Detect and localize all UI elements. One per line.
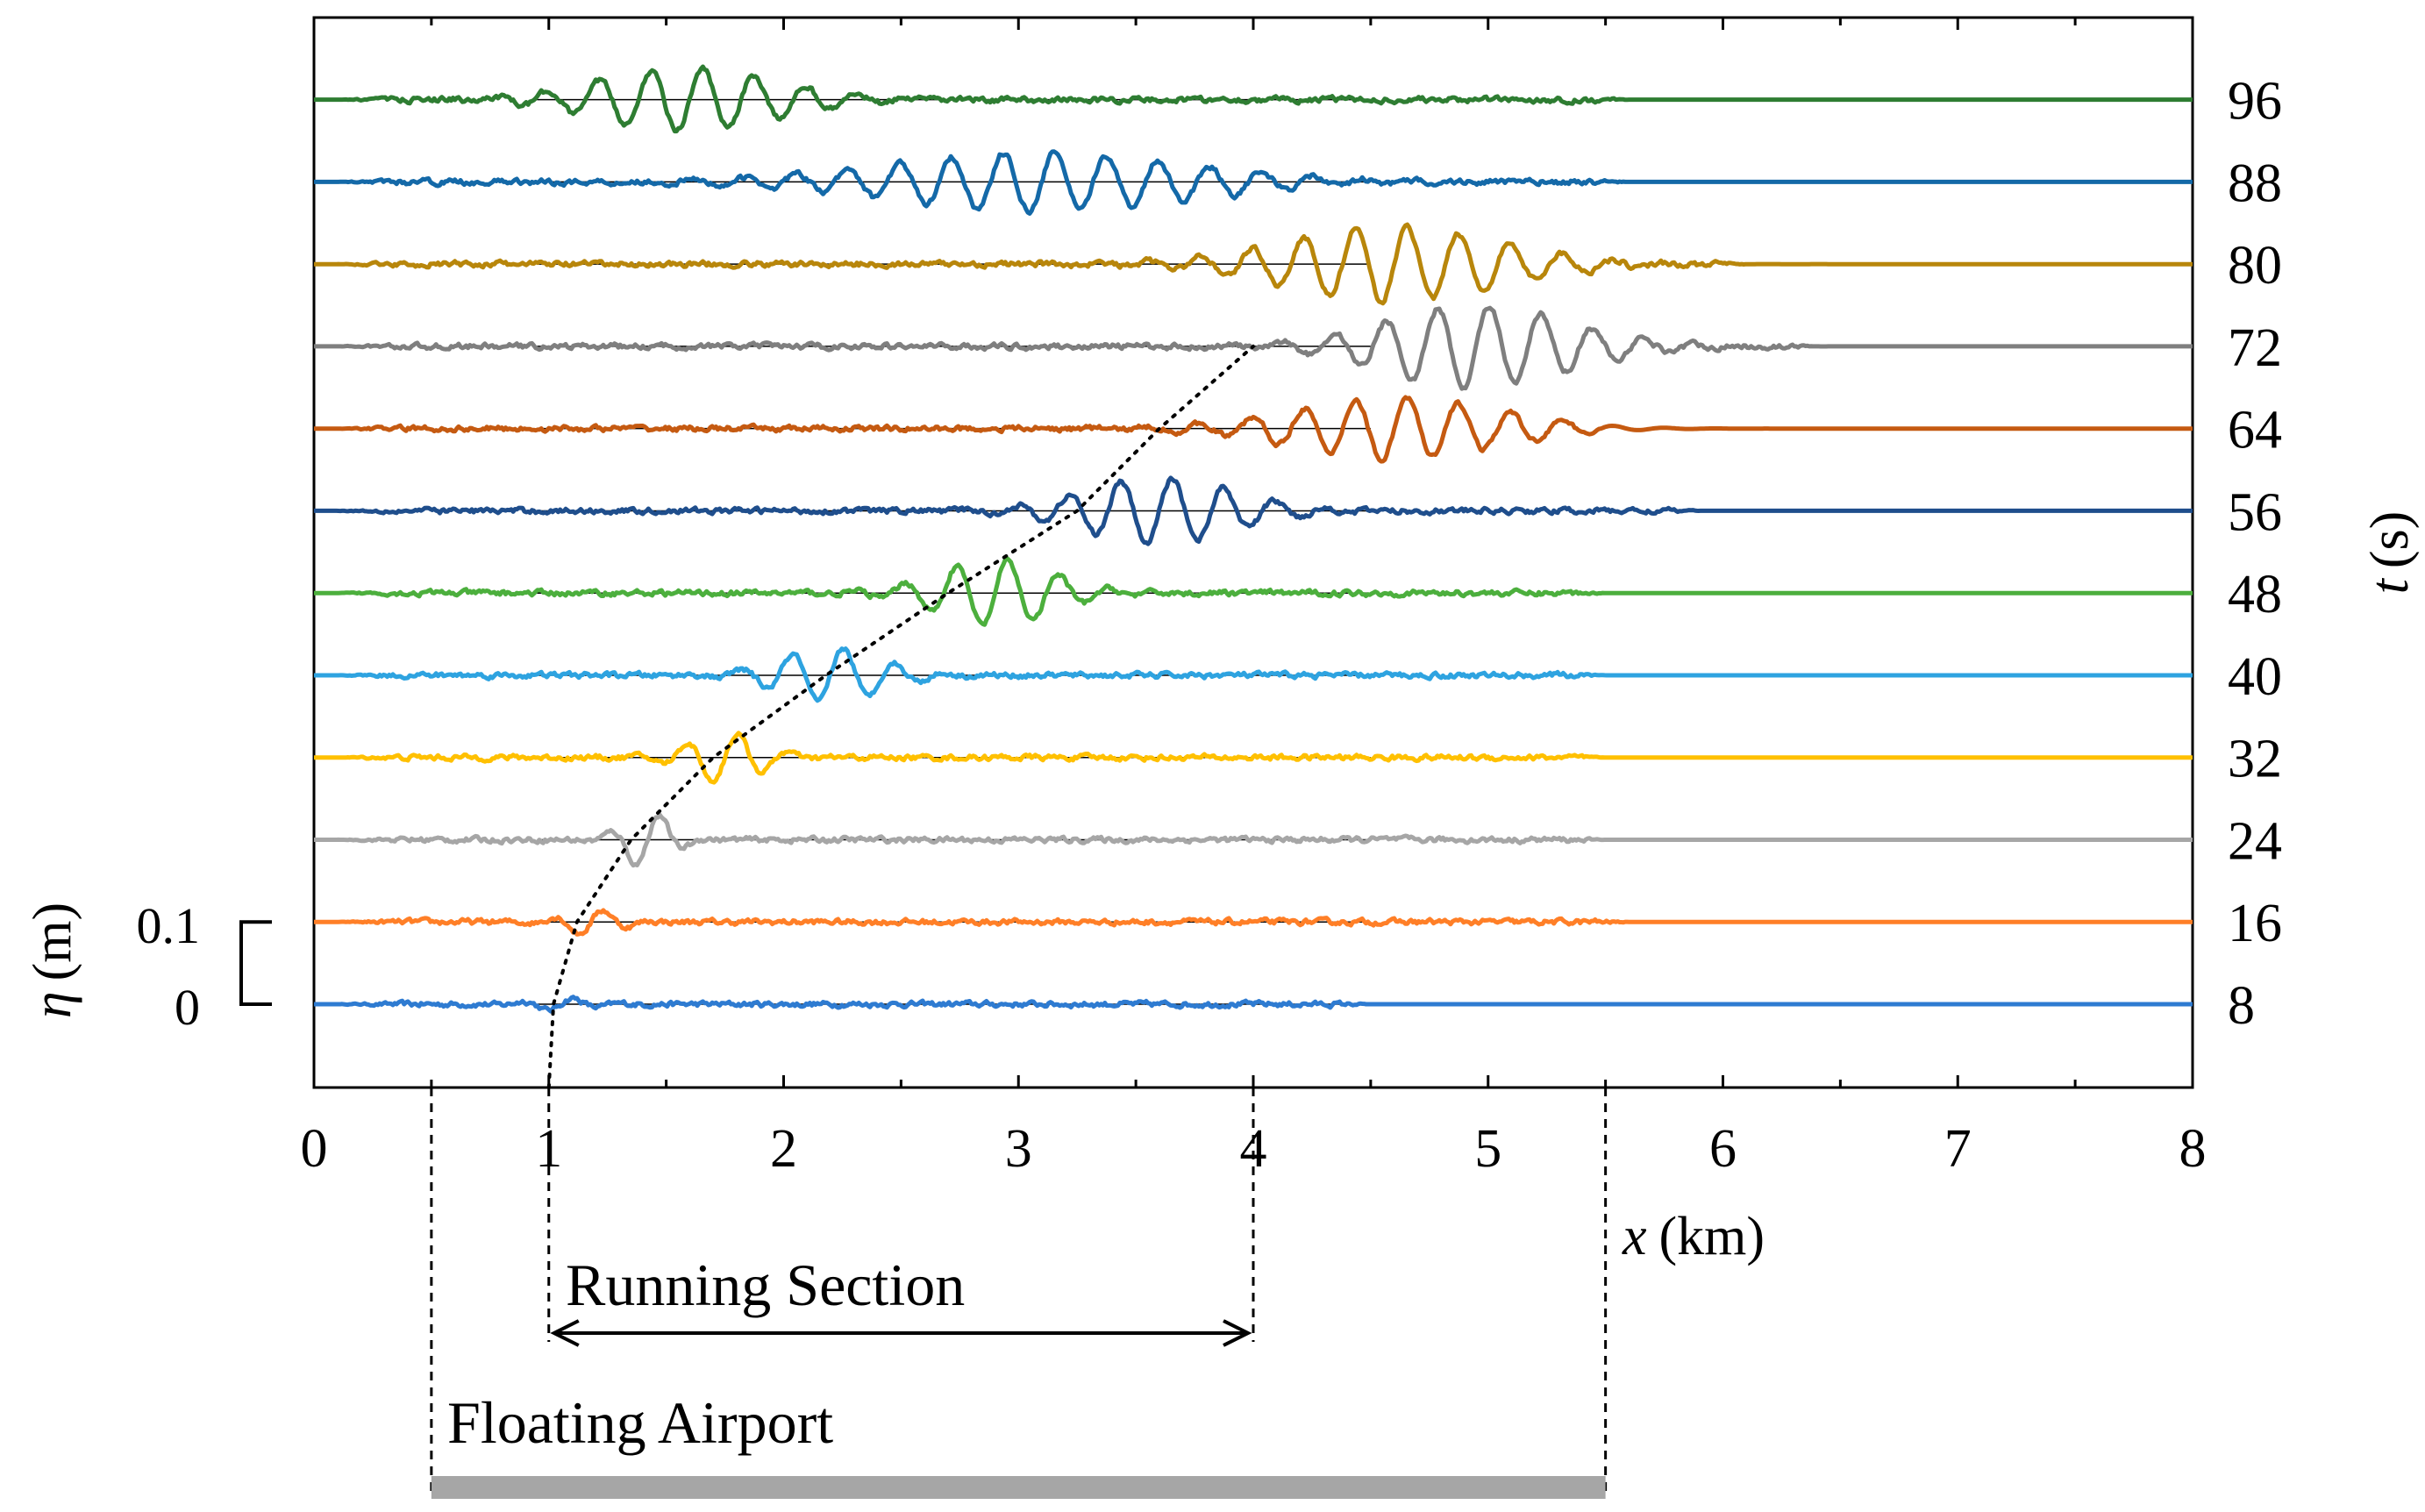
series-line-t88 [313, 149, 2193, 216]
scale-bar-low-label: 0 [175, 979, 200, 1036]
time-label-96: 96 [2228, 72, 2282, 132]
time-label-16: 16 [2228, 894, 2282, 953]
series-line-t24 [313, 812, 2193, 868]
series-line-t56 [313, 475, 2193, 546]
floating-airport-label: Floating Airport [447, 1389, 833, 1456]
series-line-t64 [313, 395, 2193, 464]
x-tick-label: 0 [301, 1119, 328, 1179]
series-line-t48 [313, 556, 2193, 627]
running-section-arrowhead-right [1223, 1319, 1252, 1347]
time-label-8: 8 [2228, 976, 2255, 1036]
x-tick-label: 6 [1709, 1119, 1737, 1179]
time-axis-label: t(s) [2360, 511, 2420, 595]
x-axis-ticks [312, 18, 2194, 1088]
scale-bar-bracket [239, 920, 272, 1006]
eta-axis-label: η(m) [23, 902, 82, 1018]
plot-area [312, 16, 2194, 1089]
annotations: Running Section Floating Airport [430, 1088, 1608, 1499]
x-axis-label: x (km) [1622, 1207, 1765, 1266]
x-tick-label: 7 [1944, 1119, 1972, 1179]
wavefront-curve [546, 344, 1255, 1089]
time-label-88: 88 [2228, 153, 2282, 213]
running-section-arrowhead-left [550, 1319, 580, 1347]
series-line-t16 [313, 908, 2193, 937]
scale-bar-high-label: 0.1 [137, 897, 201, 954]
time-label-80: 80 [2228, 236, 2282, 296]
time-label-24: 24 [2228, 811, 2282, 871]
plot-frame [312, 16, 2194, 1089]
baselines [537, 98, 1371, 1005]
floating-airport-bar [431, 1476, 1606, 1499]
series-line-t8 [313, 995, 2193, 1014]
time-labels: 8 16 24 32 40 48 56 64 72 80 88 96 [2228, 72, 2282, 1036]
x-tick-label: 2 [770, 1119, 797, 1179]
time-label-64: 64 [2228, 401, 2282, 460]
time-label-72: 72 [2228, 318, 2282, 378]
scale-bar: 0.1 0 [137, 897, 272, 1036]
x-tick-label: 5 [1474, 1119, 1501, 1179]
x-tick-label: 8 [2179, 1119, 2207, 1179]
x-tick-label: 3 [1005, 1119, 1032, 1179]
time-label-32: 32 [2228, 730, 2282, 789]
series-line-t40 [313, 646, 2193, 703]
series-line-t80 [313, 222, 2193, 306]
time-label-48: 48 [2228, 565, 2282, 624]
series-lines [313, 64, 2193, 1014]
running-section-label: Running Section [566, 1252, 965, 1318]
series-line-t32 [313, 731, 2193, 785]
series-line-t96 [313, 64, 2193, 134]
time-label-56: 56 [2228, 482, 2282, 542]
time-label-40: 40 [2228, 647, 2282, 707]
